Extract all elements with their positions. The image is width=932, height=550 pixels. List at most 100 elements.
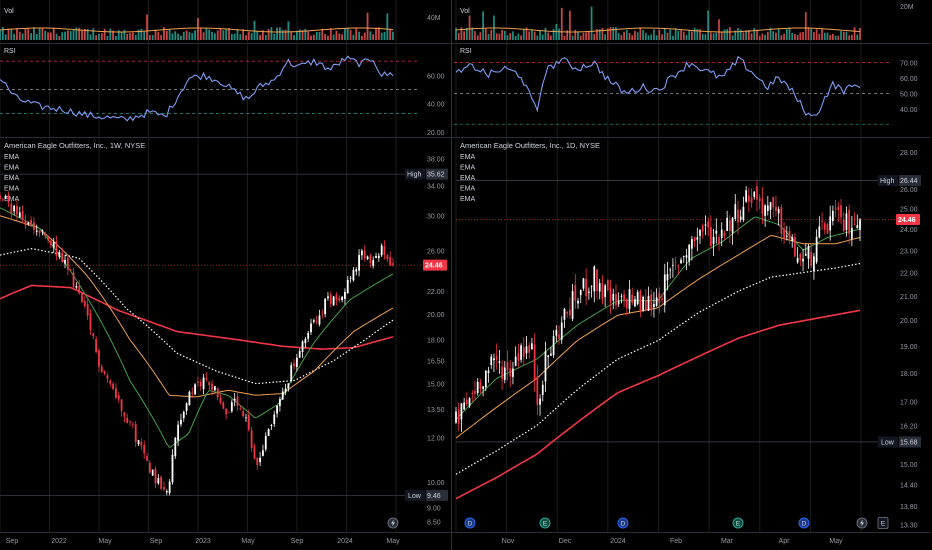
price-tick: 22.00	[427, 289, 445, 296]
volume-bar	[718, 19, 720, 40]
candle-body	[369, 255, 372, 264]
candle-body	[301, 341, 304, 353]
volume-bar	[807, 27, 810, 40]
candle-body	[761, 198, 764, 214]
candle-body	[704, 224, 707, 226]
candle-body	[647, 295, 650, 311]
candle-body	[143, 444, 146, 454]
volume-bar	[785, 29, 788, 40]
volume-bar	[815, 29, 818, 40]
volume-bar	[777, 29, 780, 40]
volume-bar	[737, 27, 739, 40]
volume-bar	[13, 33, 16, 40]
candle-body	[596, 269, 598, 291]
candle-body	[756, 186, 758, 200]
volume-bar	[205, 27, 208, 40]
volume-bar	[262, 30, 264, 40]
volume-bar	[267, 29, 270, 40]
volume-bar	[674, 28, 677, 40]
candle-body	[216, 388, 219, 398]
candle-body	[777, 208, 780, 214]
candle-body	[211, 383, 213, 390]
candle-body	[661, 298, 663, 300]
volume-bar	[182, 31, 185, 40]
volume-bar	[636, 32, 639, 40]
candle-body	[41, 230, 44, 232]
candle-body	[490, 356, 493, 366]
candle-body	[623, 294, 625, 300]
volume-bar	[642, 29, 644, 40]
volume-bar	[106, 35, 109, 40]
volume-bar	[701, 33, 704, 40]
candle-body	[769, 202, 772, 210]
volume-bar	[89, 34, 92, 40]
volume-bar	[845, 31, 848, 40]
volume-bar	[517, 33, 520, 40]
time-tick: Apr	[779, 538, 791, 545]
candle-body	[177, 424, 180, 441]
volume-bar	[750, 33, 753, 40]
earnings-icon	[732, 517, 744, 529]
volume-bar	[734, 30, 737, 40]
volume-bar	[247, 31, 250, 40]
candle-body	[850, 227, 853, 239]
indicator-legend-item: EMA	[4, 186, 20, 193]
volume-bar	[174, 31, 177, 40]
candle-body	[674, 262, 677, 264]
rsi-tick: 50.00	[900, 91, 918, 98]
price-tick: 13.80	[900, 504, 918, 511]
candle-body	[363, 250, 366, 259]
chart-panel-2: Vol 20M RSI 70.00 60.00 50.00 40.00 American Ea…	[452, 0, 930, 545]
price-tick: 26.00	[900, 187, 918, 194]
candle-body	[262, 450, 264, 456]
candle-body	[157, 478, 160, 484]
candle-body	[547, 355, 550, 358]
volume-bar	[693, 27, 696, 40]
candle-body	[631, 294, 634, 303]
volume-bar	[83, 28, 86, 40]
volume-bar	[482, 11, 484, 40]
volume-bar	[625, 29, 628, 40]
volume-bar	[460, 27, 463, 40]
candle-body	[848, 209, 851, 234]
time-tick: 2024	[337, 538, 353, 545]
candle-body	[750, 197, 753, 204]
volume-bar	[366, 12, 369, 41]
candle-body	[349, 277, 352, 279]
candle-body	[202, 377, 205, 390]
volume-bar	[180, 35, 182, 40]
candle-body	[310, 323, 312, 333]
volume-bar	[236, 29, 239, 40]
volume-bar	[30, 33, 33, 40]
volume-bar	[341, 34, 344, 40]
volume-bar	[327, 35, 329, 40]
volume-bar	[834, 35, 837, 40]
volume-bar	[856, 34, 859, 40]
volume-bar	[658, 29, 661, 40]
candle-body	[604, 285, 606, 297]
volume-bar	[245, 35, 247, 40]
volume-bar	[756, 29, 758, 40]
volume-bar	[525, 27, 528, 40]
volume-bar	[544, 27, 547, 40]
dividend-icon-glyph: D	[802, 521, 807, 528]
candle-body	[284, 388, 287, 393]
volume-bar	[264, 34, 267, 40]
volume-bar	[202, 32, 205, 40]
candle-body	[569, 309, 571, 316]
volume-bar	[380, 32, 383, 40]
candle-body	[304, 339, 307, 344]
volume-bar	[826, 32, 829, 40]
volume-bar	[95, 35, 98, 40]
candle-body	[764, 205, 766, 216]
candle-body	[213, 386, 216, 391]
volume-bar	[148, 35, 151, 40]
volume-bar	[222, 30, 225, 40]
candle-body	[236, 396, 239, 406]
candle-body	[525, 346, 528, 354]
candle-body	[264, 435, 267, 450]
candle-body	[103, 370, 106, 375]
volume-bar	[742, 32, 745, 40]
volume-bar	[628, 33, 631, 40]
volume-bar	[177, 33, 180, 40]
